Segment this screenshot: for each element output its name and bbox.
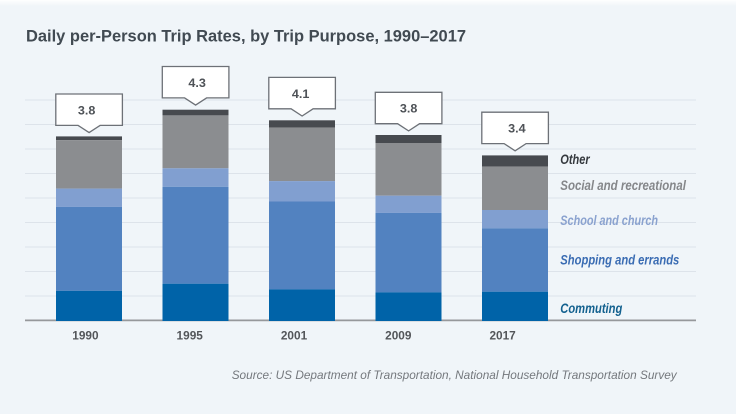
svg-text:School and church: School and church: [560, 212, 658, 228]
svg-text:Other: Other: [560, 151, 591, 167]
svg-text:3.4: 3.4: [508, 122, 526, 136]
svg-text:Shopping and errands: Shopping and errands: [560, 252, 679, 268]
svg-text:4.3: 4.3: [188, 76, 206, 90]
svg-text:3.8: 3.8: [78, 103, 96, 117]
svg-text:Daily per-Person Trip Rates, b: Daily per-Person Trip Rates, by Trip Pur…: [26, 28, 466, 46]
svg-text:2001: 2001: [281, 328, 308, 342]
svg-text:2009: 2009: [385, 328, 412, 342]
svg-text:4.1: 4.1: [292, 87, 310, 101]
svg-text:Social and recreational: Social and recreational: [560, 177, 686, 193]
svg-text:1990: 1990: [72, 328, 99, 342]
svg-text:Commuting: Commuting: [560, 300, 622, 316]
svg-text:1995: 1995: [177, 328, 204, 342]
svg-text:Source: US Department of Trans: Source: US Department of Transportation,…: [232, 368, 678, 382]
svg-text:3.8: 3.8: [400, 102, 418, 116]
svg-text:2017: 2017: [489, 328, 516, 342]
